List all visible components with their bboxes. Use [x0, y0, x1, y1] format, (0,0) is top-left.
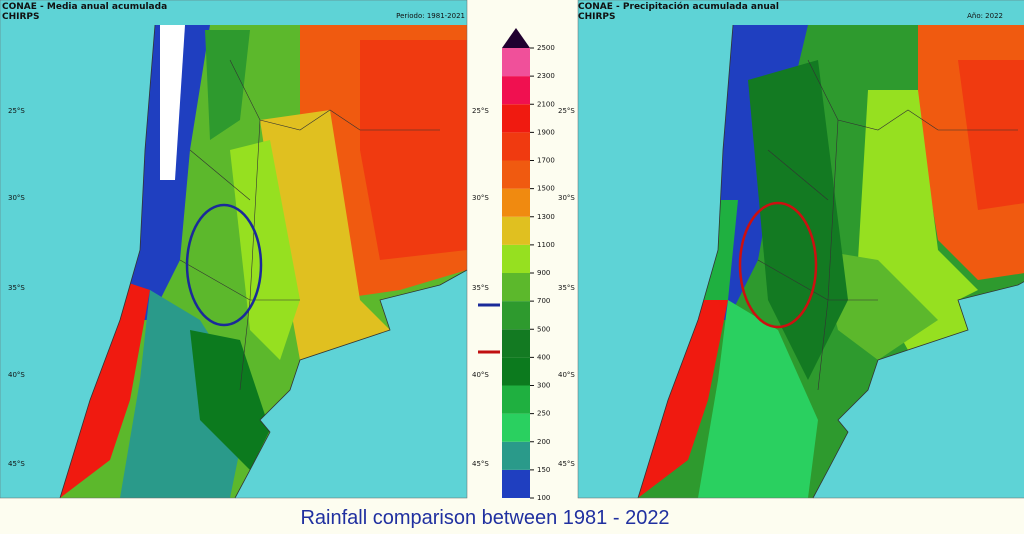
lat-label: 35°S [472, 284, 489, 292]
colorbar-label: 400 [537, 353, 550, 361]
lat-label: 35°S [8, 284, 25, 292]
colorbar-band [502, 329, 530, 358]
lat-label: 30°S [472, 194, 489, 202]
highlight [738, 201, 818, 329]
lat-label: 30°S [8, 194, 25, 202]
rain-zone [205, 30, 250, 140]
colorbar-band [502, 216, 530, 245]
rain-zone [638, 300, 728, 498]
colorbar-label: 900 [537, 269, 550, 277]
colorbar-label: 200 [537, 438, 550, 446]
colorbar-band [502, 441, 530, 470]
colorbar-band [502, 469, 530, 498]
colorbar-band [502, 188, 530, 217]
colorbar-label: 300 [537, 382, 550, 390]
colorbar: 100 150 200 250 300 400 500 700 900 1100 1300 1500 1… [502, 28, 555, 502]
lat-label: 45°S [8, 460, 25, 468]
borders [757, 59, 1018, 391]
rain-zone [60, 280, 150, 498]
lat-label: 40°S [558, 371, 575, 379]
colorbar-label: 1700 [537, 157, 555, 165]
rain-zone [190, 330, 270, 470]
colorbar-band [502, 357, 530, 386]
lat-label: 45°S [558, 460, 575, 468]
lat-label: 40°S [8, 371, 25, 379]
colorbar-band [502, 132, 530, 161]
rain-zone [818, 250, 938, 360]
colorbar-label: 2500 [537, 44, 555, 52]
map-source: CHIRPS [578, 12, 616, 22]
lat-label: 25°S [558, 107, 575, 115]
colorbar-band [502, 385, 530, 414]
colorbar-label: 2300 [537, 72, 555, 80]
rain-zone [958, 60, 1024, 210]
highlight [185, 203, 263, 327]
map-title: CONAE - Precipitación acumulada anual [578, 1, 779, 12]
colorbar-label: 1500 [537, 185, 555, 193]
caption: Rainfall comparison between 1981 - 2022 [300, 507, 669, 529]
map-period: Periodo: 1981-2021 [396, 12, 465, 20]
lat-label: 45°S [472, 460, 489, 468]
map-frame [577, 0, 1024, 499]
rain-zone [748, 60, 848, 380]
borders [179, 59, 440, 391]
colorbar-label: 1100 [537, 241, 555, 249]
rain-zone [160, 25, 185, 180]
rain-zone [360, 40, 467, 260]
colorbar-label: 1300 [537, 213, 555, 221]
coastline [59, 24, 468, 499]
map-title: CONAE - Media anual acumulada [2, 2, 167, 12]
lat-label: 25°S [472, 107, 489, 115]
colorbar-band [502, 104, 530, 133]
coastline [637, 24, 1024, 499]
lat-label: 35°S [558, 284, 575, 292]
lat-label: 40°S [472, 371, 489, 379]
colorbar-arrow [502, 28, 530, 48]
map-period: Año: 2022 [967, 12, 1003, 20]
colorbar-label: 700 [537, 297, 550, 305]
colorbar-band [502, 301, 530, 330]
colorbar-label: 150 [537, 466, 550, 474]
rain-zone [698, 300, 818, 498]
colorbar-band [502, 76, 530, 105]
map-right: CONAE - Precipitación acumulada anualCHI… [558, 0, 1024, 499]
lat-label: 25°S [8, 107, 25, 115]
map-source: CHIRPS [2, 12, 40, 22]
rain-zone [120, 290, 250, 498]
colorbar-band [502, 413, 530, 442]
colorbar-band [502, 160, 530, 189]
rain-zone [230, 140, 300, 360]
lat-label: 30°S [558, 194, 575, 202]
colorbar-band [502, 48, 530, 77]
colorbar-label: 500 [537, 325, 550, 333]
colorbar-label: 1900 [537, 128, 555, 136]
colorbar-band [502, 244, 530, 273]
colorbar-label: 2100 [537, 100, 555, 108]
map-frame [0, 0, 468, 499]
colorbar-label: 100 [537, 494, 550, 502]
colorbar-band [502, 273, 530, 302]
colorbar-label: 250 [537, 410, 550, 418]
